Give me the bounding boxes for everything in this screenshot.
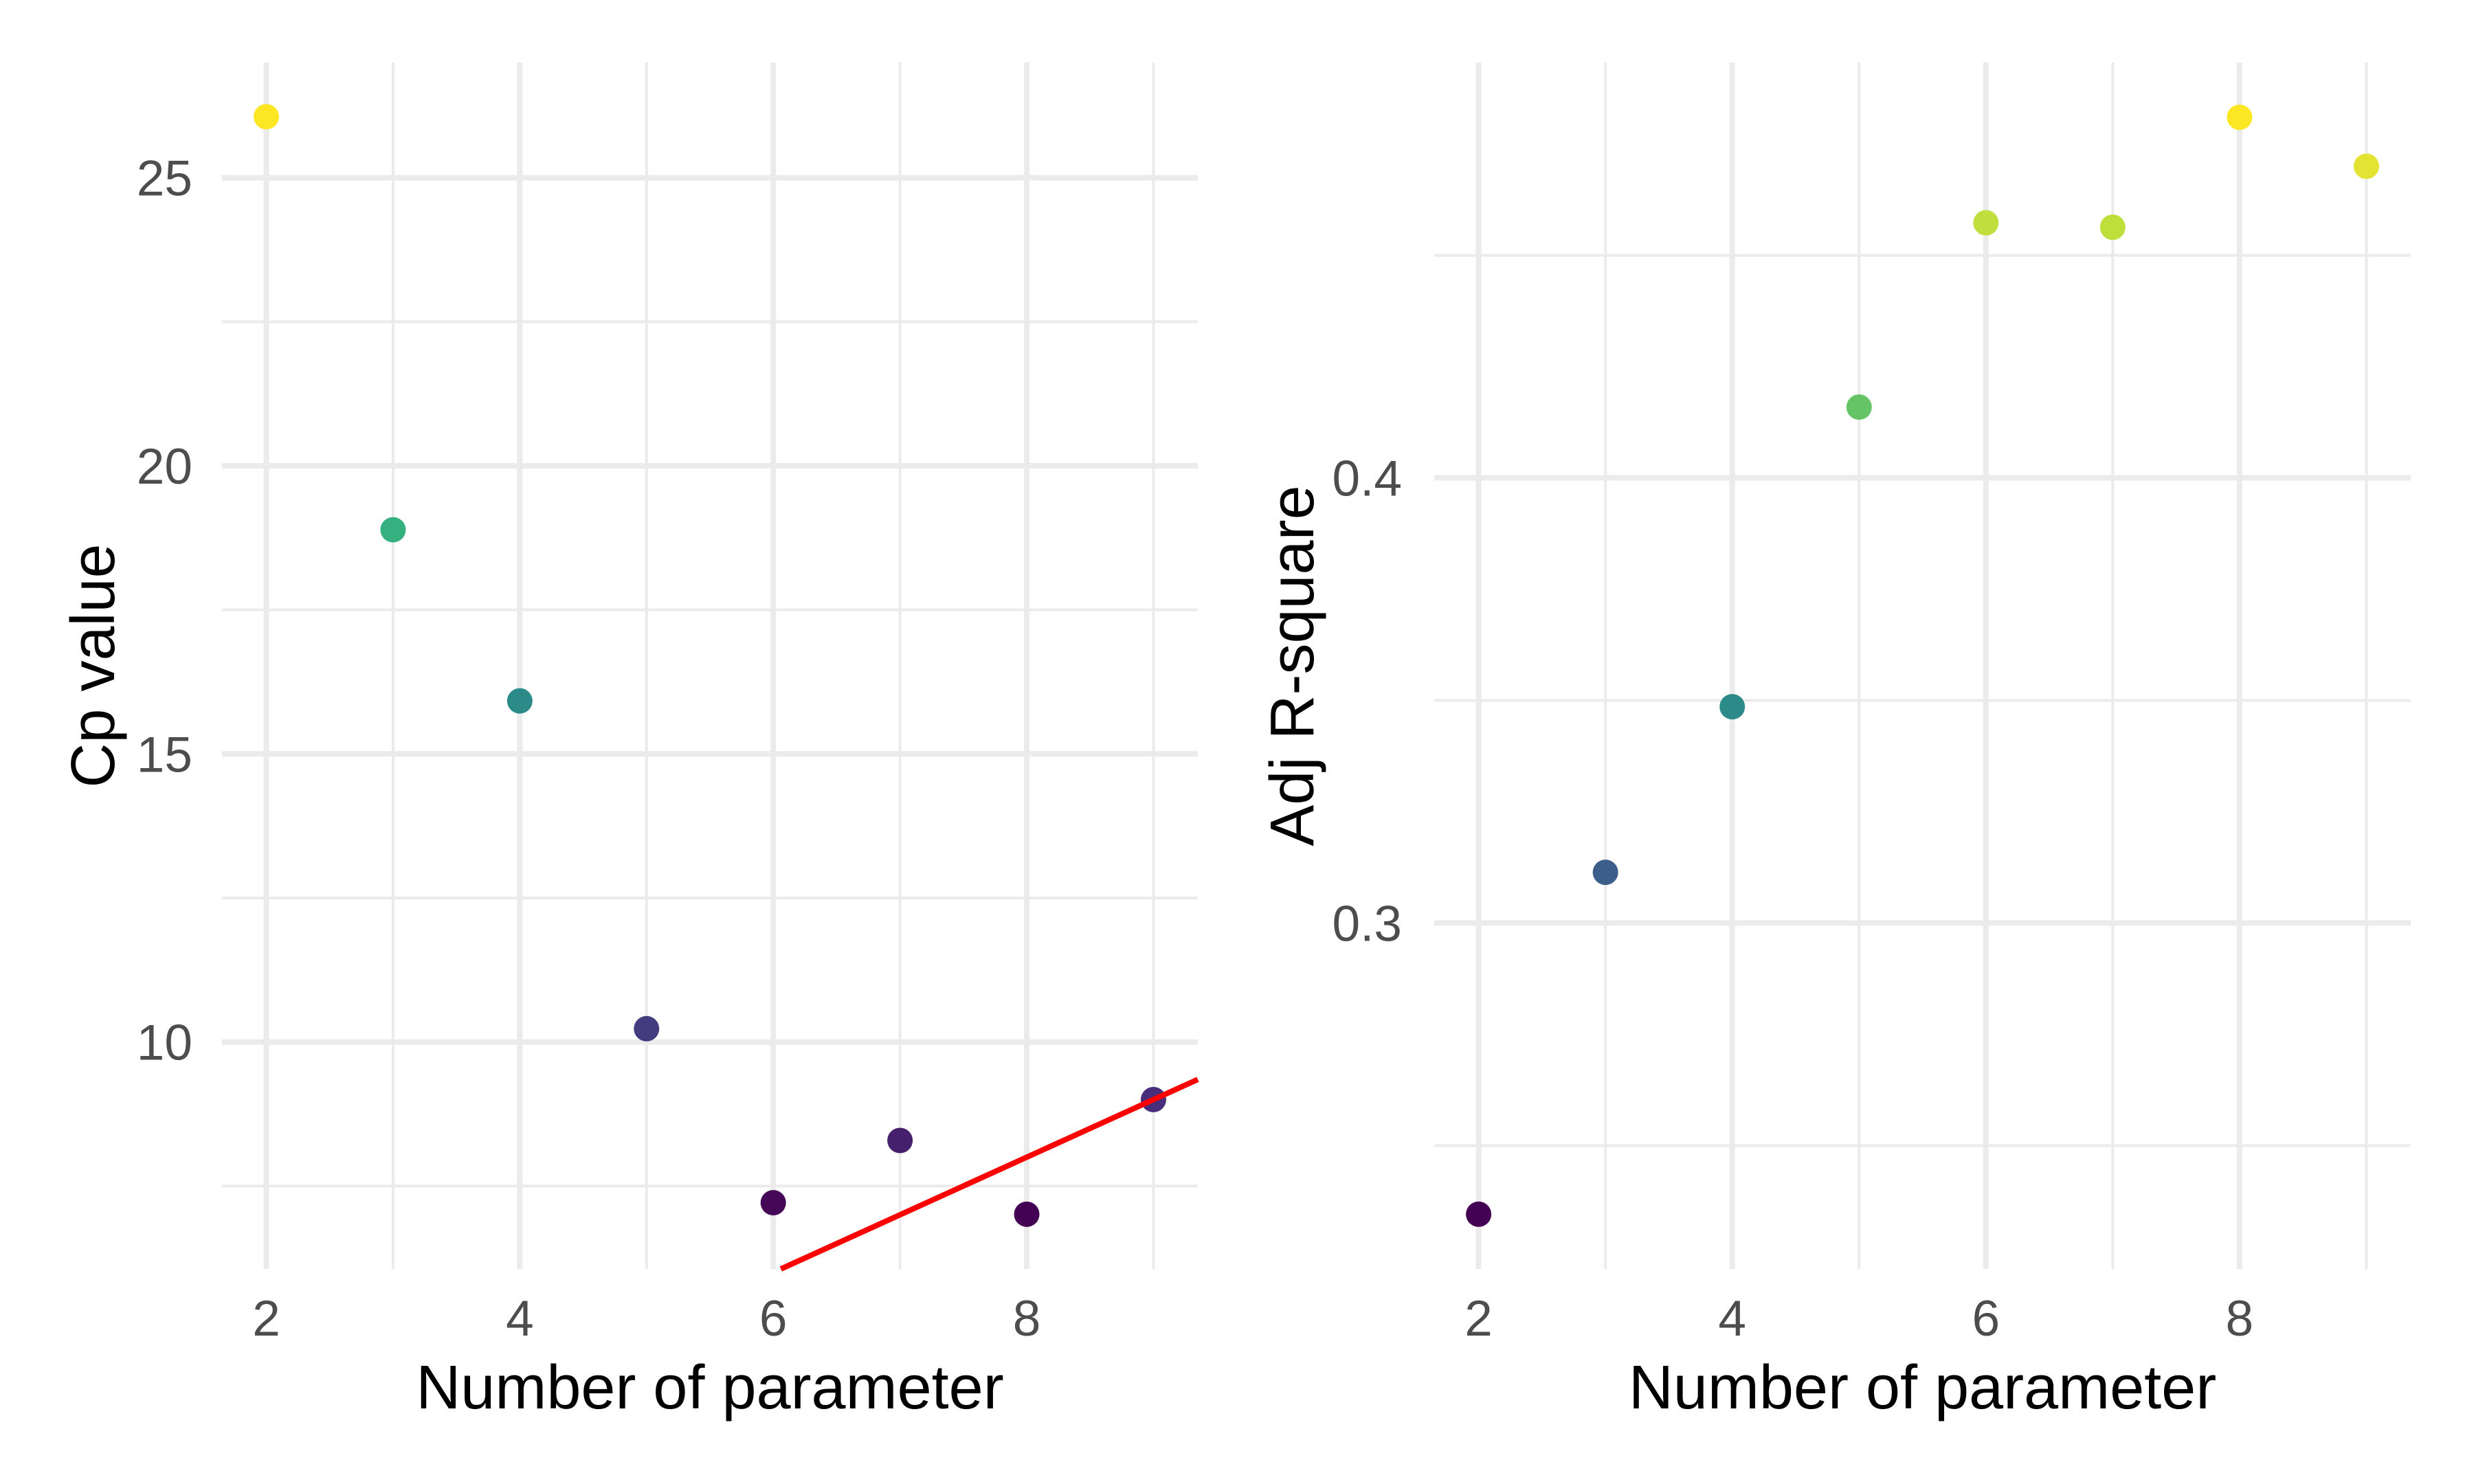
data-point [1014, 1201, 1040, 1227]
major-gridlines [1434, 63, 2411, 1269]
y-axis-title: Cp value [59, 543, 128, 787]
y-tick-label: 25 [137, 151, 192, 207]
data-point [506, 688, 533, 714]
y-axis-title: Adj R-square [1258, 485, 1327, 846]
cp-plot-panel: 2 4 6 8 10 15 20 25 Number of parameter Cp val… [59, 63, 1199, 1422]
x-tick-label: 8 [1013, 1291, 1041, 1347]
data-point [1719, 694, 1746, 720]
data-point [2353, 153, 2379, 179]
data-point [1466, 1201, 1492, 1227]
y-tick-label: 10 [137, 1015, 192, 1071]
reference-line-group [779, 1077, 1199, 1272]
x-axis-title: Number of parameter [1629, 1353, 2216, 1422]
data-points [254, 104, 1166, 1227]
x-tick-label: 4 [506, 1291, 534, 1347]
minor-gridlines [222, 63, 1198, 1269]
data-points [1466, 104, 2379, 1227]
x-tick-label: 6 [1972, 1291, 2000, 1347]
y-tick-labels: 10 15 20 25 [137, 151, 192, 1071]
x-tick-label: 2 [1464, 1291, 1493, 1347]
data-point [760, 1190, 786, 1216]
x-tick-label: 6 [759, 1291, 788, 1347]
data-point [1973, 210, 1999, 236]
minor-gridlines [1434, 63, 2411, 1269]
data-point [380, 517, 406, 543]
x-tick-label: 4 [1718, 1291, 1746, 1347]
y-tick-label: 15 [137, 727, 192, 783]
y-tick-label: 0.3 [1333, 897, 1402, 952]
y-tick-label: 0.4 [1333, 451, 1402, 507]
data-point [2099, 214, 2126, 240]
y-tick-label: 20 [137, 439, 192, 495]
major-gridlines [222, 63, 1198, 1269]
data-point [1846, 394, 1872, 420]
data-point [887, 1127, 913, 1154]
y-tick-labels: 0.3 0.4 [1333, 451, 1402, 952]
x-tick-labels: 2 4 6 8 [1464, 1291, 2253, 1347]
data-point [634, 1015, 660, 1042]
x-tick-label: 8 [2226, 1291, 2254, 1347]
data-point [2227, 104, 2253, 131]
x-tick-label: 2 [252, 1291, 280, 1347]
reference-line [779, 1077, 1199, 1272]
data-point [1592, 859, 1618, 886]
data-point [254, 104, 280, 130]
x-axis-title: Number of parameter [416, 1353, 1003, 1422]
adj-r2-plot-panel: 2 4 6 8 0.3 0.4 Number of parameter Adj R-sq… [1258, 63, 2411, 1422]
x-tick-labels: 2 4 6 8 [252, 1291, 1040, 1347]
